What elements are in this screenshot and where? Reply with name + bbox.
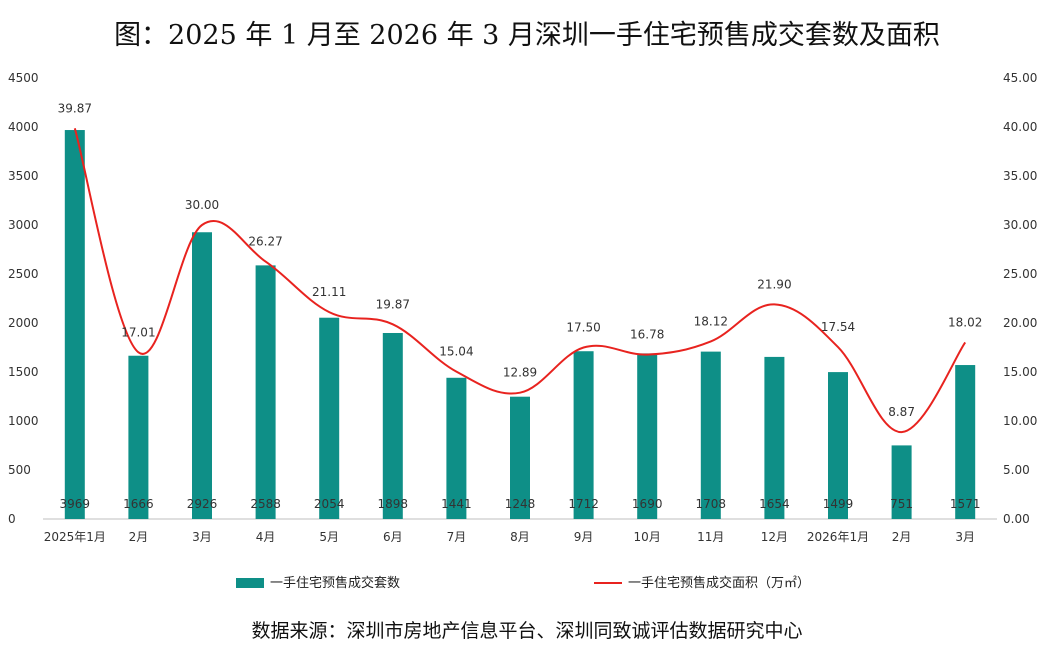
data-source-note: 数据来源：深圳市房地产信息平台、深圳同致诚评估数据研究中心 [251, 620, 802, 642]
bar [955, 365, 976, 519]
line-value-label: 17.50 [566, 321, 600, 335]
y-left-tick-label: 3500 [8, 169, 39, 183]
y-right-tick-label: 35.00 [1003, 169, 1037, 183]
line-value-label: 26.27 [248, 235, 282, 249]
y-left-tick-label: 500 [8, 463, 31, 477]
legend-bar-label: 一手住宅预售成交套数 [270, 575, 400, 591]
bar [446, 377, 467, 519]
bar-value-label: 2926 [187, 497, 218, 511]
bar [573, 351, 594, 519]
axes-layer: 0 500 1000 1500 2000 2500 3000 3500 4000 4500 0.00… [8, 71, 1037, 544]
y-left-tick-label: 1000 [8, 414, 39, 428]
bar [764, 356, 785, 519]
y-right-tick-label: 20.00 [1003, 316, 1037, 330]
bars-layer [64, 130, 976, 519]
bar [192, 232, 212, 519]
bar-value-label: 1499 [823, 497, 854, 511]
bar-value-label: 751 [890, 497, 913, 511]
x-tick-label: 8月 [510, 530, 530, 544]
bar-value-label: 2054 [314, 497, 345, 511]
y-left-tick-label: 2500 [8, 267, 39, 281]
x-tick-label: 3月 [955, 530, 975, 544]
y-right-tick-label: 15.00 [1003, 365, 1037, 379]
line-value-label: 21.90 [757, 277, 791, 291]
x-tick-label: 2月 [129, 530, 149, 544]
bar-value-label: 1712 [568, 497, 599, 511]
y-left-tick-label: 0 [8, 512, 16, 526]
bar [128, 355, 149, 519]
y-left-tick-label: 4000 [8, 120, 39, 134]
y-right-tick-label: 30.00 [1003, 218, 1037, 232]
bar-value-label: 1690 [632, 497, 663, 511]
x-tick-label: 4月 [256, 530, 276, 544]
line-value-label: 21.11 [312, 285, 346, 299]
y-right-tick-label: 10.00 [1003, 414, 1037, 428]
bar-value-label: 1571 [950, 497, 981, 511]
labels-layer: 3969 1666 2926 2588 2054 1898 1441 1248 1712 1690… [58, 101, 983, 511]
x-tick-label: 6月 [383, 530, 403, 544]
line-value-label: 17.01 [121, 325, 155, 339]
bar [255, 265, 276, 519]
bar-value-label: 1441 [441, 497, 472, 511]
bar [64, 130, 85, 519]
x-tick-label: 7月 [447, 530, 467, 544]
x-tick-label: 3月 [192, 530, 212, 544]
line-value-label: 16.78 [630, 328, 664, 342]
bar [637, 353, 658, 519]
x-tick-label: 2月 [892, 530, 912, 544]
legend: 一手住宅预售成交套数 一手住宅预售成交面积（万㎡） [236, 575, 810, 591]
bar [891, 445, 912, 519]
y-right-tick-label: 40.00 [1003, 120, 1037, 134]
chart-title: 图：2025 年 1 月至 2026 年 3 月深圳一手住宅预售成交套数及面积 [114, 20, 940, 51]
y-left-tick-label: 1500 [8, 365, 39, 379]
line-value-label: 8.87 [888, 405, 915, 419]
x-tick-label: 2025年1月 [44, 530, 106, 544]
x-tick-label: 12月 [761, 530, 788, 544]
x-tick-label: 11月 [697, 530, 724, 544]
x-tick-label: 10月 [634, 530, 661, 544]
legend-bar-swatch [236, 578, 264, 588]
y-left-tick-label: 3000 [8, 218, 39, 232]
legend-line-label: 一手住宅预售成交面积（万㎡） [628, 575, 810, 591]
bar-value-label: 1654 [759, 497, 790, 511]
line-value-label: 18.12 [694, 314, 728, 328]
bar [319, 317, 340, 519]
x-tick-label: 9月 [574, 530, 594, 544]
bar [700, 351, 721, 519]
line-value-label: 18.02 [948, 315, 982, 329]
y-right-tick-label: 0.00 [1003, 512, 1030, 526]
bar-value-label: 2588 [250, 497, 281, 511]
line-series-area [73, 128, 967, 434]
line-value-label: 39.87 [58, 101, 92, 115]
bar [382, 332, 403, 519]
line-value-label: 17.54 [821, 320, 855, 334]
bar [510, 396, 530, 519]
y-left-tick-label: 2000 [8, 316, 39, 330]
y-right-tick-label: 25.00 [1003, 267, 1037, 281]
bar-value-label: 1898 [378, 497, 409, 511]
line-value-label: 30.00 [185, 198, 219, 212]
bar [828, 372, 848, 519]
x-tick-label: 5月 [319, 530, 339, 544]
x-tick-label: 2026年1月 [807, 530, 869, 544]
bar-value-label: 1708 [696, 497, 727, 511]
line-value-label: 12.89 [503, 366, 537, 380]
y-right-tick-label: 5.00 [1003, 463, 1030, 477]
bar-value-label: 3969 [60, 497, 91, 511]
line-value-label: 19.87 [376, 297, 410, 311]
bar-value-label: 1248 [505, 497, 536, 511]
y-left-tick-label: 4500 [8, 71, 39, 85]
line-layer [73, 128, 967, 434]
line-value-label: 15.04 [439, 345, 473, 359]
bar-value-label: 1666 [123, 497, 154, 511]
y-right-tick-label: 45.00 [1003, 71, 1037, 85]
